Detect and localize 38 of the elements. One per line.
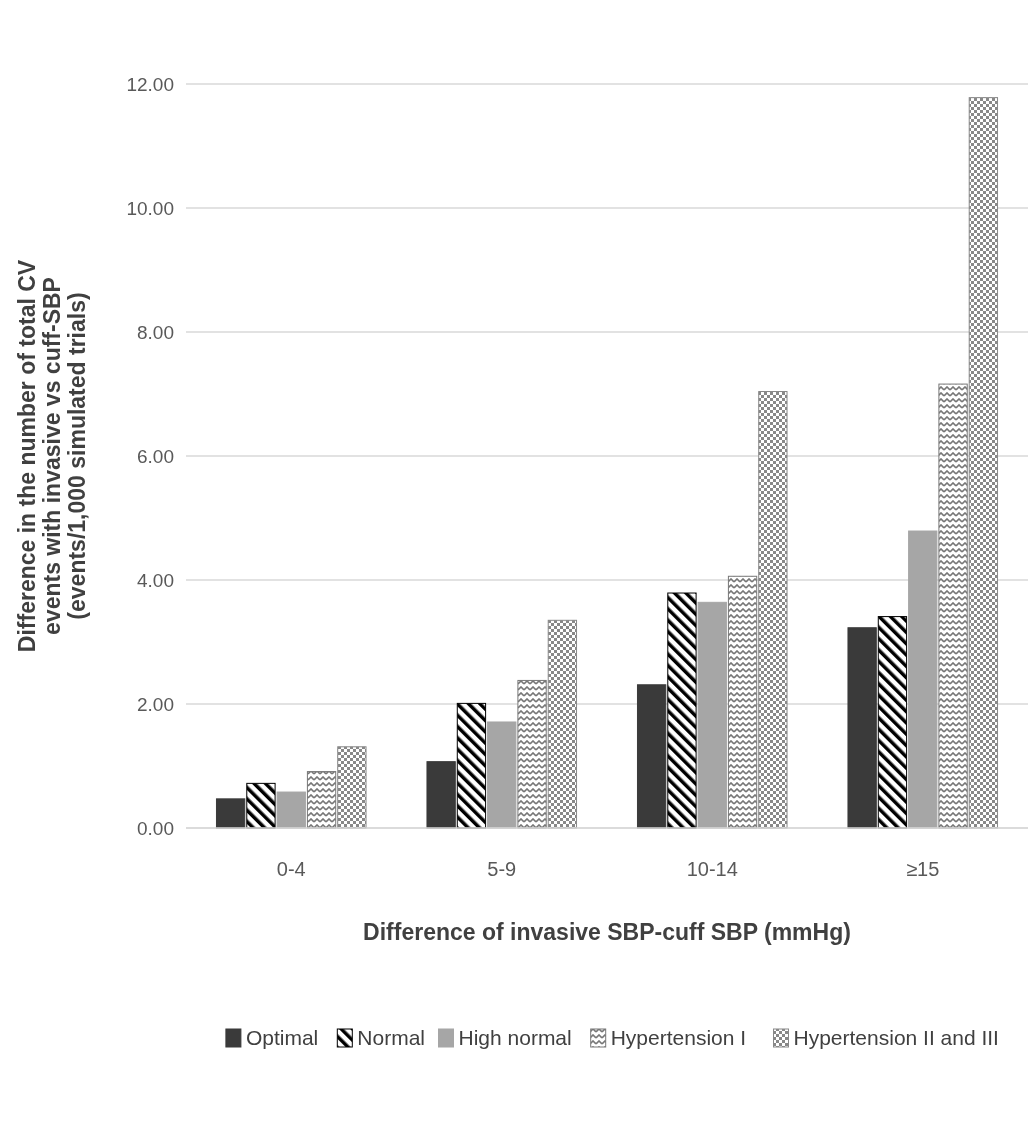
y-tick-label: 2.00: [137, 693, 174, 715]
bar: [908, 530, 938, 829]
bar: [847, 627, 877, 829]
bar: [547, 619, 578, 829]
bar: [276, 791, 306, 829]
legend-label: Hypertension I: [610, 1026, 747, 1050]
bar: [968, 97, 999, 829]
bar: [877, 616, 908, 829]
bar: [215, 798, 246, 829]
y-tick-label: 0.00: [137, 817, 174, 839]
y-tick-label: 6.00: [137, 445, 174, 467]
bar: [487, 721, 517, 829]
y-tick-label: 12.00: [126, 73, 174, 95]
bar: [306, 771, 337, 829]
bar: [697, 601, 727, 829]
bar: [636, 684, 667, 829]
bar: [517, 679, 547, 829]
x-tick-label: ≥15: [906, 858, 940, 880]
y-tick-label: 4.00: [137, 569, 174, 591]
legend-label: Hypertension II and III: [793, 1026, 999, 1050]
bar: [727, 575, 758, 829]
y-axis-title: Difference in the number of total CV events with invasive vs cuff-SBP (events/1,000 simulated trials): [13, 259, 91, 653]
bar: [246, 782, 276, 829]
bar: [758, 391, 788, 829]
bar: [456, 702, 487, 829]
bar: [938, 383, 968, 829]
bar: [337, 746, 367, 829]
legend-label: Optimal: [245, 1026, 319, 1050]
y-tick-label: 10.00: [126, 197, 174, 219]
x-tick-label: 0-4: [276, 858, 306, 880]
x-tick-label: 5-9: [487, 858, 517, 880]
x-tick-label: 10-14: [686, 858, 738, 880]
bar: [667, 592, 697, 829]
y-tick-label: 8.00: [137, 321, 174, 343]
x-axis-title: Difference of invasive SBP-cuff SBP (mmHg): [363, 919, 851, 945]
bar: [426, 761, 456, 829]
legend-label: High normal: [458, 1026, 572, 1050]
legend-label: Normal: [357, 1026, 425, 1050]
